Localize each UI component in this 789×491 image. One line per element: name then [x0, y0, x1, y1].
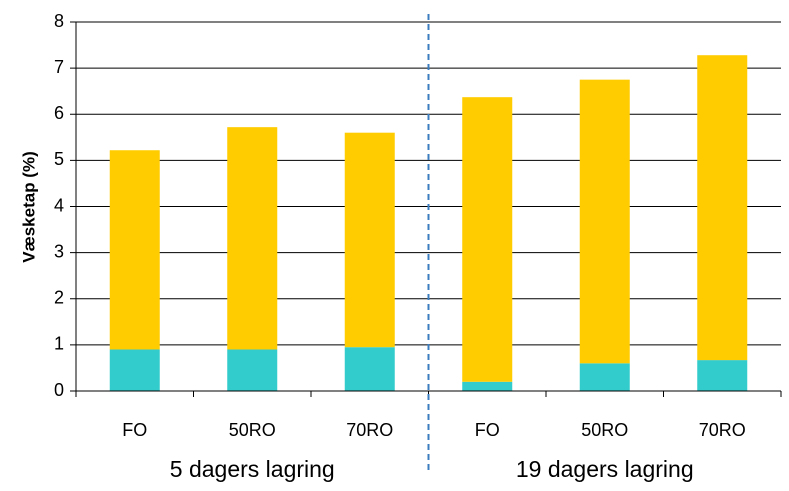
group-label: 19 dagers lagring: [516, 456, 694, 482]
y-tick-label: 0: [54, 380, 64, 400]
y-tick-label: 3: [54, 241, 64, 261]
bar-segment-top: [344, 132, 395, 348]
bars: [109, 55, 748, 391]
bar-segment-bottom: [462, 381, 513, 391]
bar-segment-top: [697, 55, 748, 361]
bar-segment-bottom: [697, 360, 748, 391]
y-tick-label: 1: [54, 334, 64, 354]
bar-segment-top: [109, 150, 160, 350]
bar-segment-bottom: [227, 349, 278, 391]
bar-segment-bottom: [579, 363, 630, 391]
x-category-label: 70RO: [699, 420, 746, 440]
y-tick-label: 5: [54, 149, 64, 169]
bar-segment-top: [227, 127, 278, 350]
bar-segment-bottom: [344, 347, 395, 391]
y-tick-label: 2: [54, 288, 64, 308]
group-labels: 5 dagers lagring 19 dagers lagring: [170, 456, 694, 482]
y-tick-label: 7: [54, 57, 64, 77]
bar-segment-bottom: [109, 349, 160, 391]
y-tick-label: 4: [54, 195, 64, 215]
y-axis-title: Væsketap (%): [19, 151, 38, 262]
x-category-label: 70RO: [346, 420, 393, 440]
y-tick-labels: 0 1 2 3 4 5 6 7 8: [54, 11, 64, 400]
x-category-label: 50RO: [581, 420, 628, 440]
x-category-label: 50RO: [229, 420, 276, 440]
x-category-labels: FO 50RO 70RO FO 50RO 70RO: [122, 420, 746, 440]
x-category-label: FO: [122, 420, 147, 440]
bar-segment-top: [579, 79, 630, 364]
bar-segment-top: [462, 97, 513, 382]
axes: [70, 14, 782, 470]
y-tick-label: 6: [54, 103, 64, 123]
group-label: 5 dagers lagring: [170, 456, 335, 482]
x-category-label: FO: [475, 420, 500, 440]
y-tick-label: 8: [54, 11, 64, 31]
